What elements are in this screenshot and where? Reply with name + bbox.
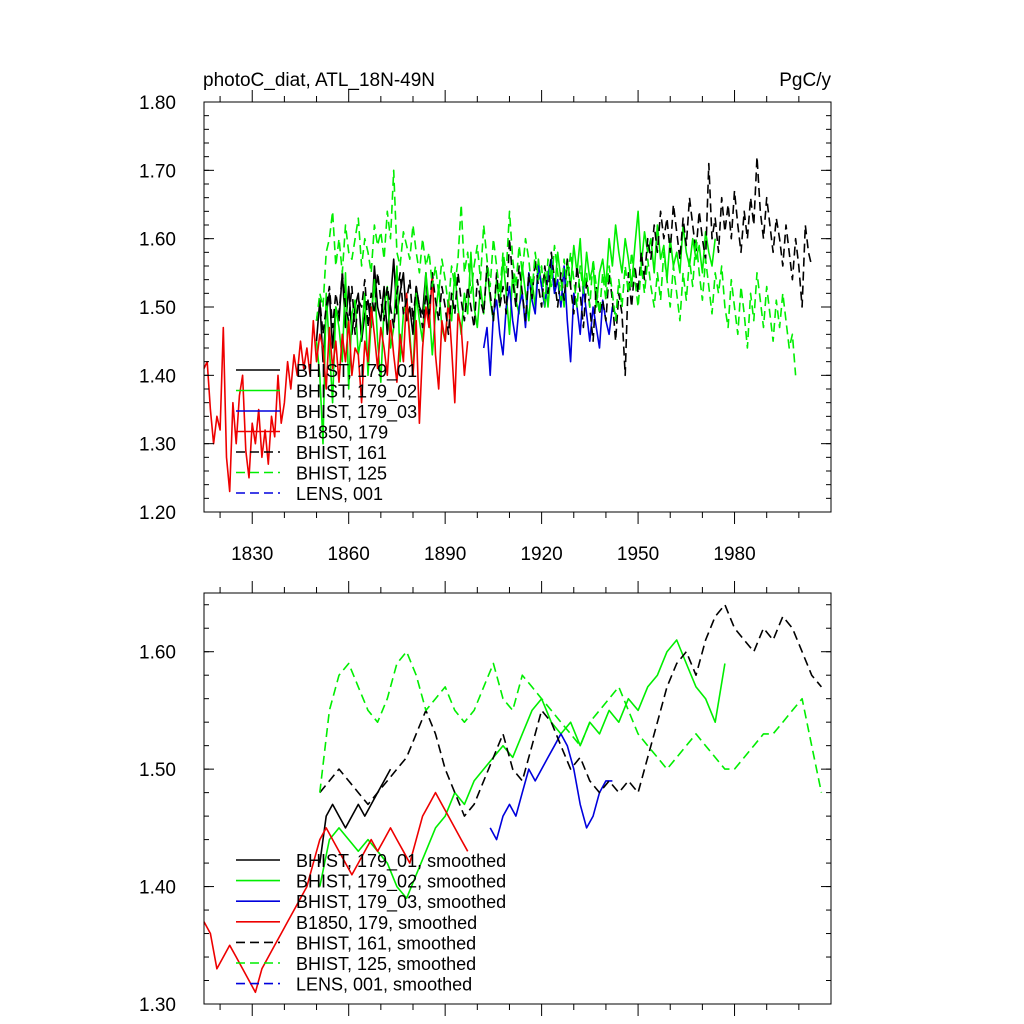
- legend-label: BHIST, 179_03: [296, 402, 417, 423]
- y-tick-label: 1.40: [139, 878, 176, 899]
- x-tick-label: 1980: [713, 544, 755, 565]
- series-line-2-5: [319, 603, 823, 817]
- series-line-1-4: [203, 271, 469, 493]
- series-line-2-6: [319, 650, 823, 793]
- series-line-2-1: [319, 768, 392, 864]
- legend-label: BHIST, 125: [296, 464, 387, 484]
- y-tick-label: 1.30: [139, 435, 176, 456]
- legend-label: BHIST, 179_01: [296, 361, 417, 382]
- legend-label: BHIST, 125, smoothed: [296, 954, 476, 974]
- y-tick-label: 1.50: [139, 760, 176, 781]
- legend-label: LENS, 001: [296, 484, 383, 504]
- y-tick-label: 1.20: [139, 503, 176, 524]
- series-line-2-4: [203, 791, 469, 994]
- x-tick-label: 1860: [328, 544, 370, 565]
- x-tick-label: 1920: [520, 544, 562, 565]
- x-tick-label: 1890: [424, 544, 466, 565]
- series-line-2-3: [489, 733, 613, 841]
- x-tick-label: 1950: [617, 544, 659, 565]
- y-tick-label: 1.60: [139, 643, 176, 664]
- plot-frame: [203, 592, 832, 1005]
- x-tick-label: 1830: [231, 544, 273, 565]
- chart-title: photoC_diat, ATL_18N-49N: [203, 70, 435, 91]
- legend-label: BHIST, 161, smoothed: [296, 933, 476, 953]
- legend-label: BHIST, 161: [296, 443, 387, 463]
- chart-units: PgC/y: [779, 70, 831, 91]
- legend-label: BHIST, 179_02, smoothed: [296, 872, 506, 893]
- y-tick-label: 1.40: [139, 366, 176, 387]
- top-panel: 1.20 1.30 1.40 1.50 1.60 1.70 1.80 1830 1860 1890…: [139, 90, 832, 565]
- series-line-2-2: [319, 639, 726, 900]
- y-tick-label: 1.50: [139, 298, 176, 319]
- legend-label: BHIST, 179_01, smoothed: [296, 851, 506, 872]
- series-line-1-6: [315, 169, 797, 376]
- y-tick-label: 1.30: [139, 995, 176, 1016]
- y-tick-label: 1.60: [139, 230, 176, 251]
- legend-label: LENS, 001, smoothed: [296, 975, 472, 995]
- legend-label: B1850, 179, smoothed: [296, 913, 477, 933]
- series-line-1-5: [315, 155, 813, 377]
- y-tick-label: 1.70: [139, 161, 176, 182]
- legend-label: BHIST, 179_03, smoothed: [296, 892, 506, 913]
- legend-label: B1850, 179: [296, 423, 388, 443]
- legend-label: BHIST, 179_02: [296, 382, 417, 403]
- y-tick-label: 1.80: [139, 93, 176, 114]
